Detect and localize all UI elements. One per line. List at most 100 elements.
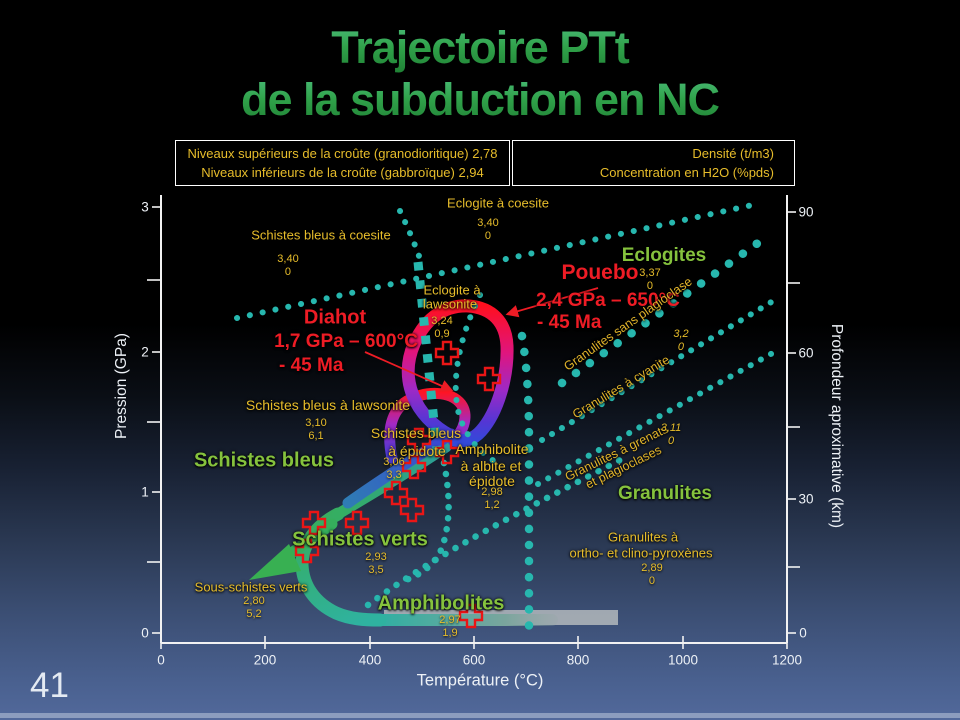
- density-value: 2,97: [439, 614, 461, 626]
- h2o-value: 0: [646, 280, 654, 292]
- facies-label-eclogites: Eclogites: [621, 245, 707, 266]
- boundary-upper-vertical: [397, 208, 425, 268]
- x-tick-400: 400: [358, 652, 382, 668]
- crust-density-box: Niveaux supérieurs de la croûte (granodi…: [175, 140, 510, 186]
- density-value: 3,40: [477, 217, 499, 229]
- density-value: 3,24: [431, 315, 453, 327]
- h2o-value: 3,3: [386, 469, 402, 481]
- boundary-amphibolite-granulite: [364, 456, 624, 609]
- y-left-tick-3: 3: [141, 199, 149, 215]
- y-axis-title-depth: Profondeur aproximative (km): [828, 323, 845, 529]
- facies-label-granulites-pyroxenes-line1: Granulites à: [607, 529, 679, 545]
- y-left-tick-0: 0: [141, 625, 149, 641]
- values-eclogite-a-coesite: 3,40 0: [477, 217, 498, 243]
- x-axis-title-temperature: Température (°C): [416, 671, 544, 690]
- x-tick-600: 600: [462, 652, 486, 668]
- values-sous-schistes-verts: 2,80 5,2: [243, 595, 264, 621]
- diahot-age: - 45 Ma: [279, 355, 344, 376]
- crust-upper-line: Niveaux supérieurs de la croûte (granodi…: [187, 146, 498, 161]
- facies-label-schistes-bleus-a-lawsonite: Schistes bleus à lawsonite: [245, 397, 411, 413]
- boundary-blueschist-greenschist: [402, 459, 452, 584]
- values-granulites-sans-plagioclase: 3,2 0: [673, 328, 688, 354]
- density-value: 2,80: [243, 595, 265, 607]
- values-granulites-pyroxenes: 2,89 0: [641, 562, 662, 588]
- x-tick-800: 800: [566, 652, 590, 668]
- values-schistes-verts: 2,93 3,5: [365, 551, 386, 577]
- y-left-tick-1: 1: [141, 484, 149, 500]
- crust-lower-line: Niveaux inférieurs de la croûte (gabbroï…: [201, 165, 484, 180]
- y-right-tick-90: 90: [798, 204, 814, 220]
- y-left-tick-2: 2: [141, 344, 149, 360]
- density-units-line: Densité (t/m3): [692, 146, 774, 161]
- density-value: 3,37: [639, 267, 661, 279]
- density-value: 3,40: [277, 253, 299, 265]
- h2o-value: 0,9: [434, 328, 450, 340]
- diahot-arrow: [364, 351, 454, 392]
- density-value: 3,10: [305, 417, 327, 429]
- h2o-value: 0: [667, 435, 675, 447]
- facies-label-schistes-bleus: Schistes bleus: [193, 449, 335, 472]
- facies-label-amphibolites: Amphibolites: [377, 592, 505, 615]
- slide-page-number: 41: [30, 666, 69, 705]
- boundary-eclogite-curve: [452, 292, 502, 467]
- facies-label-amphibolite-albite-line3: épidote: [469, 473, 515, 489]
- pouebo-peak-conditions: 2,4 GPa – 650°C: [536, 290, 680, 311]
- boundary-coesite-line: [234, 201, 760, 321]
- x-tick-1000: 1000: [667, 652, 699, 668]
- density-value: 2,89: [641, 562, 663, 574]
- x-tick-200: 200: [253, 652, 277, 668]
- facies-label-schistes-bleus-a-epidote-line2: à épidote: [388, 443, 446, 459]
- trajectory-trunk-prograde: [342, 428, 457, 509]
- axis-ticks: [147, 206, 800, 649]
- diahot-peak-conditions: 1,7 GPa – 600°C: [274, 331, 418, 352]
- slide-title: Trajectoire PTt de la subduction en NC: [0, 22, 960, 126]
- pouebo-label: Pouebo: [561, 261, 639, 284]
- boundary-granulite-garnet: [535, 347, 781, 487]
- x-tick-1200: 1200: [771, 652, 803, 668]
- density-value: 3,2: [673, 328, 689, 340]
- x-tick-0: 0: [157, 652, 165, 668]
- h2o-value: 0: [484, 230, 492, 242]
- y-right-tick-0: 0: [799, 625, 807, 641]
- h2o-value: 0: [648, 575, 656, 587]
- boundary-700C-vertical: [517, 331, 534, 646]
- facies-label-eclogite-a-lawsonite-line2: lawsonite: [422, 296, 478, 312]
- y-axis-title-pressure: Pression (GPa): [113, 333, 130, 439]
- pouebo-arrow: [505, 287, 599, 318]
- y-right-tick-60: 60: [798, 345, 814, 361]
- h2o-value: 1,9: [442, 627, 458, 639]
- density-value: 2,93: [365, 551, 387, 563]
- bottom-accent-strip: [0, 713, 960, 718]
- values-granulites-a-grenats: 3,11 0: [661, 422, 682, 448]
- boundary-granulite-upper: [557, 235, 767, 388]
- pouebo-age: - 45 Ma: [537, 312, 602, 333]
- facies-label-granulites: Granulites: [618, 483, 712, 504]
- h2o-value: 0: [284, 266, 292, 278]
- slide-title-line2: de la subduction en NC: [0, 74, 960, 126]
- pouebo-loop: [401, 299, 514, 448]
- diahot-label: Diahot: [303, 306, 367, 329]
- values-schistes-bleus-a-epidote: 3,06 3,3: [383, 456, 404, 482]
- boundary-lawsonite-squares: [413, 261, 443, 463]
- density-value: 3,06: [383, 456, 405, 468]
- h2o-units-line: Concentration en H2O (%pds): [599, 165, 774, 180]
- facies-label-sous-schistes-verts: Sous-schistes verts: [194, 579, 308, 595]
- h2o-value: 0: [677, 341, 685, 353]
- units-legend-box: Densité (t/m3) Concentration en H2O (%pd…: [512, 140, 795, 186]
- h2o-value: 5,2: [246, 608, 262, 620]
- density-value: 2,98: [481, 486, 503, 498]
- values-eclogites: 3,37 0: [639, 267, 660, 293]
- values-amphibolites: 2,97 1,9: [439, 614, 460, 640]
- slide-title-line1: Trajectoire PTt: [0, 22, 960, 74]
- boundary-granulite-cyanite: [539, 295, 781, 443]
- facies-label-eclogite-a-coesite: Eclogite à coesite: [447, 195, 549, 211]
- values-schistes-bleus-a-coesite: 3,40 0: [277, 253, 298, 279]
- facies-label-schistes-verts: Schistes verts: [292, 528, 428, 551]
- values-schistes-bleus-a-lawsonite: 3,10 6,1: [305, 417, 326, 443]
- facies-label-amphibolite-albite-line2: à albite et: [460, 458, 522, 474]
- facies-label-amphibolite-albite-line1: Amphibolite: [455, 441, 529, 457]
- facies-label-eclogite-a-lawsonite-line1: Eclogite à: [423, 282, 481, 298]
- facies-boundaries-dotted: [234, 201, 781, 646]
